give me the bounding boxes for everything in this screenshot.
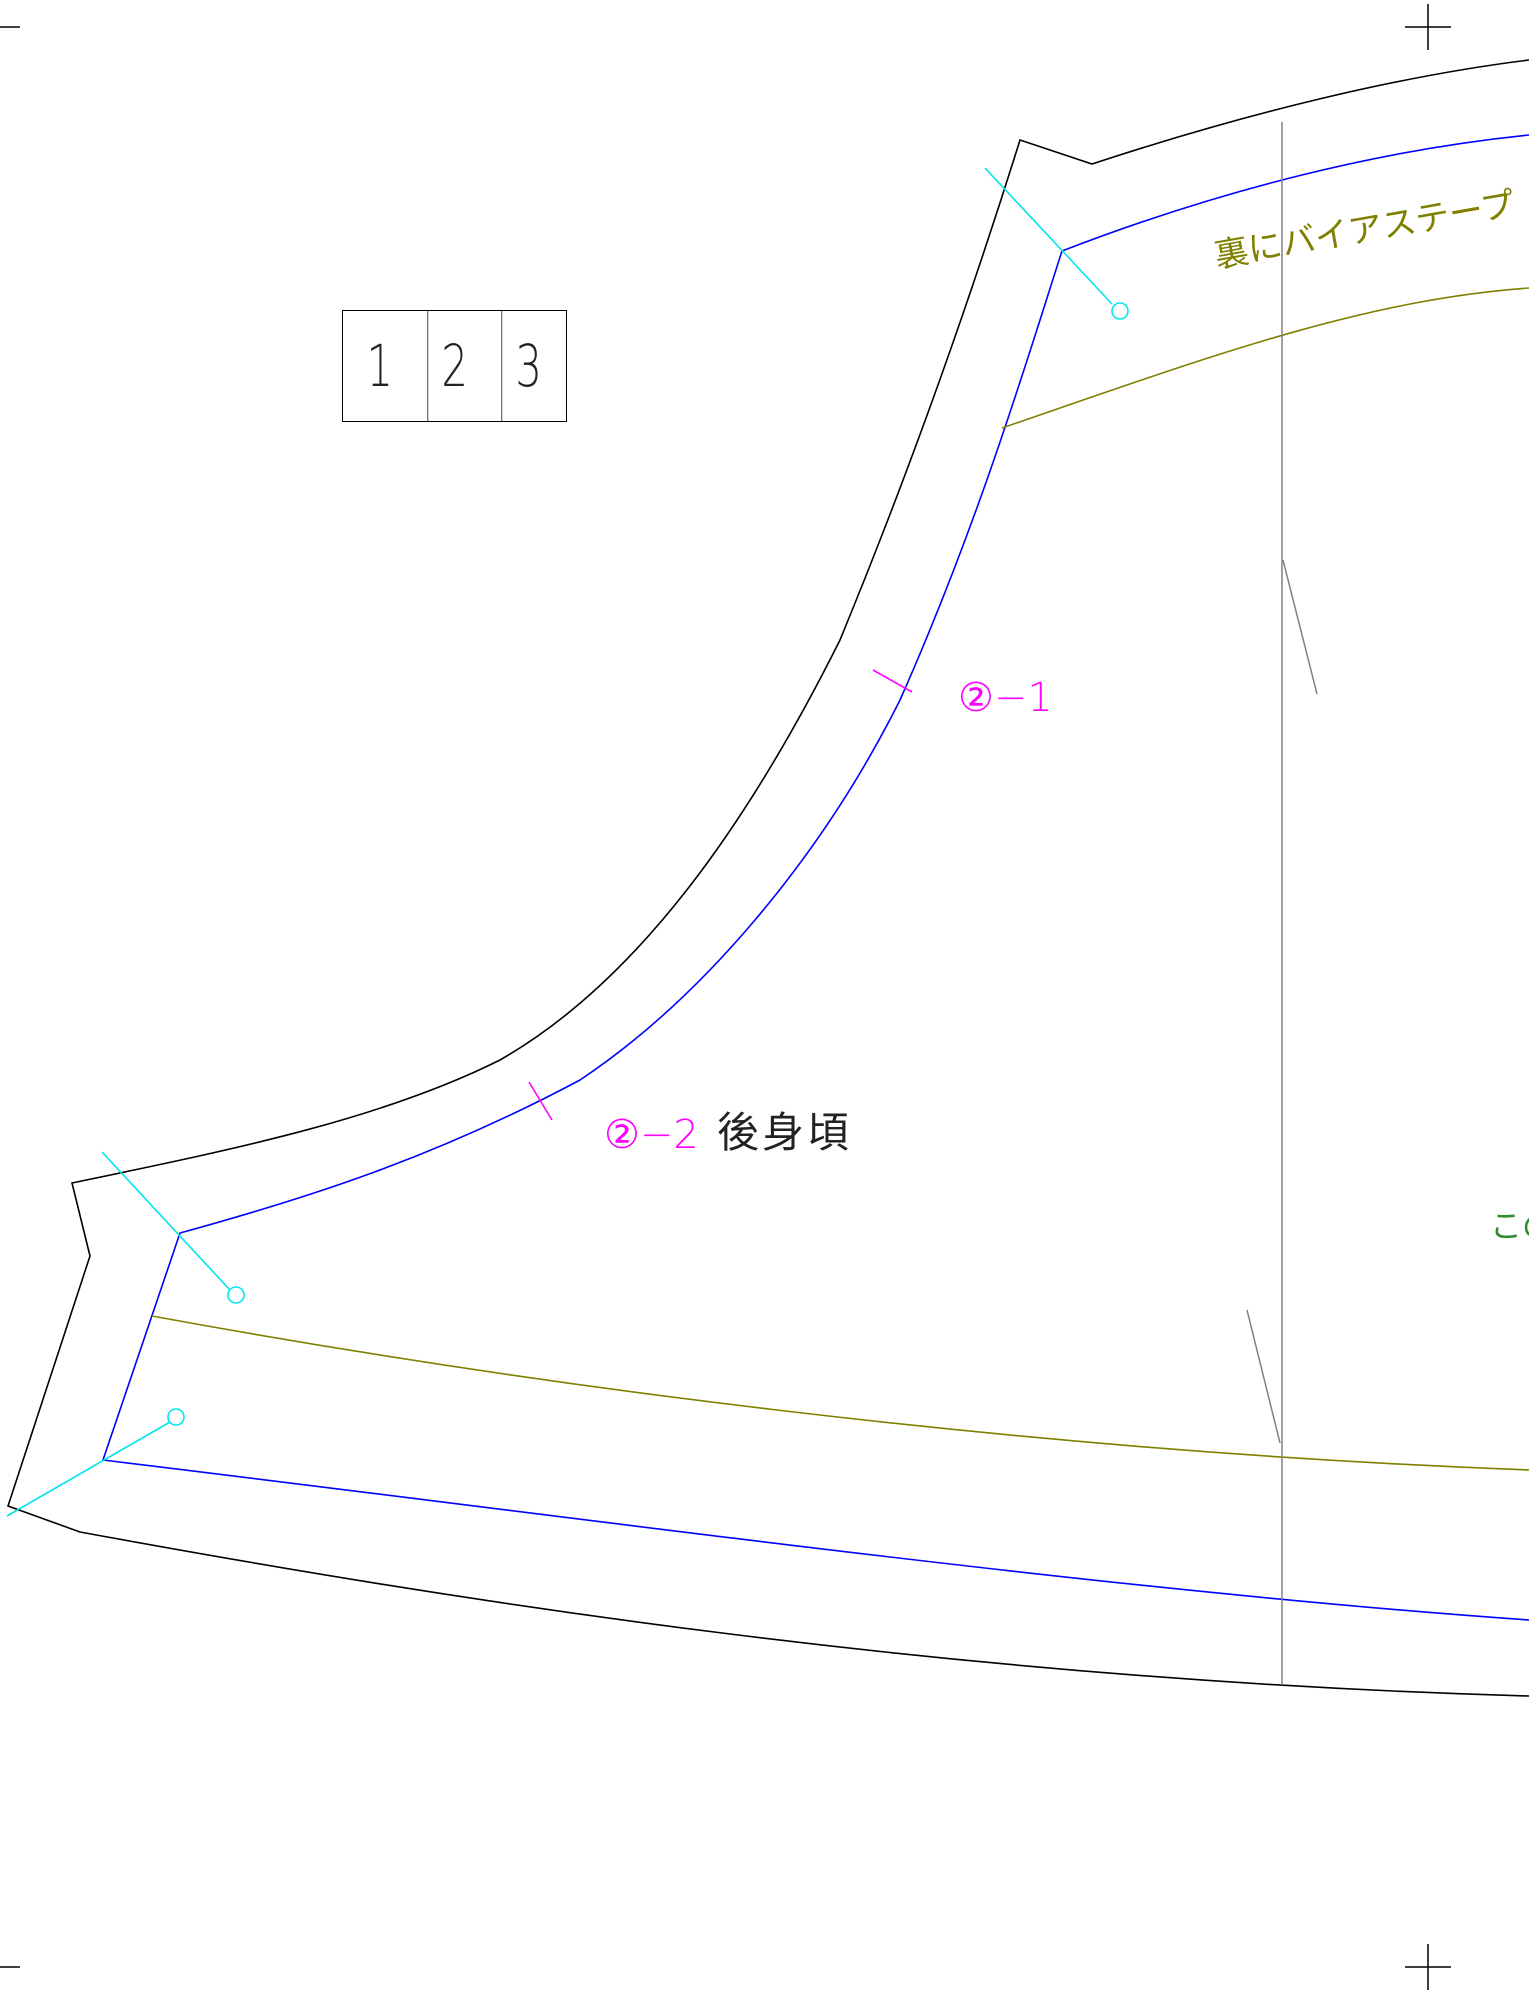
corner-marker-shoulder bbox=[984, 167, 1113, 305]
notch-marks bbox=[528, 669, 913, 1121]
match-mark-2-label: ②−2 bbox=[604, 1112, 699, 1158]
facing-line-top bbox=[1001, 287, 1529, 429]
page-number-box: 1 2 3 bbox=[342, 310, 567, 422]
registration-mark-top-right bbox=[1405, 4, 1451, 50]
corner-marker-hem bbox=[6, 1421, 171, 1517]
corner-marker-hem-dot bbox=[167, 1408, 185, 1426]
page-number-1: 1 bbox=[366, 332, 394, 400]
seam-line bbox=[101, 134, 1529, 1621]
cut-line bbox=[6, 59, 1529, 1697]
corner-marker-armhole bbox=[101, 1151, 231, 1291]
registration-marks bbox=[0, 4, 1451, 1990]
grain-arrow-top bbox=[1282, 559, 1318, 695]
corner-markers bbox=[6, 167, 1129, 1517]
partial-note: この bbox=[1490, 1207, 1529, 1245]
page-number-3: 3 bbox=[501, 311, 556, 421]
notch-mark-1 bbox=[872, 669, 913, 693]
grain-line bbox=[1246, 122, 1318, 1685]
page-number-2: 2 bbox=[427, 311, 481, 421]
registration-mark-bottom-right bbox=[1405, 1944, 1451, 1990]
match-mark-1-label: ②−1 bbox=[958, 675, 1053, 721]
facing-line-bottom bbox=[151, 1315, 1529, 1471]
grain-arrow-bottom bbox=[1246, 1309, 1281, 1444]
piece-name: 後身頃 bbox=[717, 1108, 853, 1157]
notch-mark-2 bbox=[528, 1081, 553, 1121]
corner-marker-shoulder-dot bbox=[1111, 302, 1129, 320]
corner-marker-armhole-dot bbox=[227, 1286, 245, 1304]
